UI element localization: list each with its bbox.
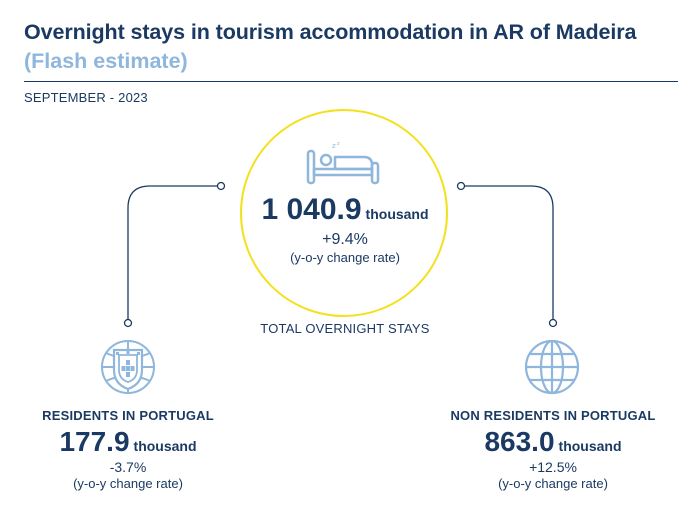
- non-residents-unit: thousand: [558, 438, 622, 454]
- right-connector: [461, 185, 554, 323]
- total-circle: [240, 109, 448, 317]
- total-unit: thousand: [365, 206, 429, 222]
- residents-block: RESIDENTS IN PORTUGAL 177.9 thousand -3.7…: [13, 408, 243, 491]
- page-title: Overnight stays in tourism accommodation…: [24, 20, 637, 44]
- non-residents-block: NON RESIDENTS IN PORTUGAL 863.0 thousand …: [438, 408, 668, 491]
- left-connector-bottom-dot: [123, 318, 133, 328]
- reference-period: SEPTEMBER - 2023: [24, 90, 148, 105]
- residents-label: RESIDENTS IN PORTUGAL: [42, 408, 214, 423]
- svg-text:z: z: [332, 142, 336, 150]
- residents-change-rate-label: (y-o-y change rate): [73, 476, 183, 491]
- non-residents-label: NON RESIDENTS IN PORTUGAL: [450, 408, 656, 423]
- left-connector: [127, 185, 220, 323]
- total-change-rate-label: (y-o-y change rate): [290, 250, 400, 265]
- bed-icon: z z: [306, 141, 380, 185]
- non-residents-value: 863.0: [484, 426, 555, 457]
- non-residents-change-rate-label: (y-o-y change rate): [498, 476, 608, 491]
- globe-icon: [524, 339, 580, 395]
- total-value-row: 1 040.9 thousand: [250, 193, 440, 227]
- residents-value-row: 177.9 thousand: [13, 426, 243, 458]
- non-residents-change-rate: +12.5%: [529, 459, 577, 475]
- right-connector-bottom-dot: [548, 318, 558, 328]
- right-connector-top-dot: [456, 181, 466, 191]
- total-label: TOTAL OVERNIGHT STAYS: [260, 321, 430, 336]
- residents-value: 177.9: [59, 426, 130, 457]
- page-subtitle: (Flash estimate): [24, 49, 188, 73]
- residents-unit: thousand: [133, 438, 197, 454]
- left-connector-top-dot: [216, 181, 226, 191]
- non-residents-value-row: 863.0 thousand: [438, 426, 668, 458]
- total-change-rate: +9.4%: [322, 231, 368, 248]
- title-divider: [24, 81, 678, 82]
- svg-text:z: z: [337, 141, 340, 147]
- residents-change-rate: -3.7%: [109, 459, 147, 475]
- total-value: 1 040.9: [261, 193, 362, 226]
- portugal-shield-icon: [101, 340, 155, 394]
